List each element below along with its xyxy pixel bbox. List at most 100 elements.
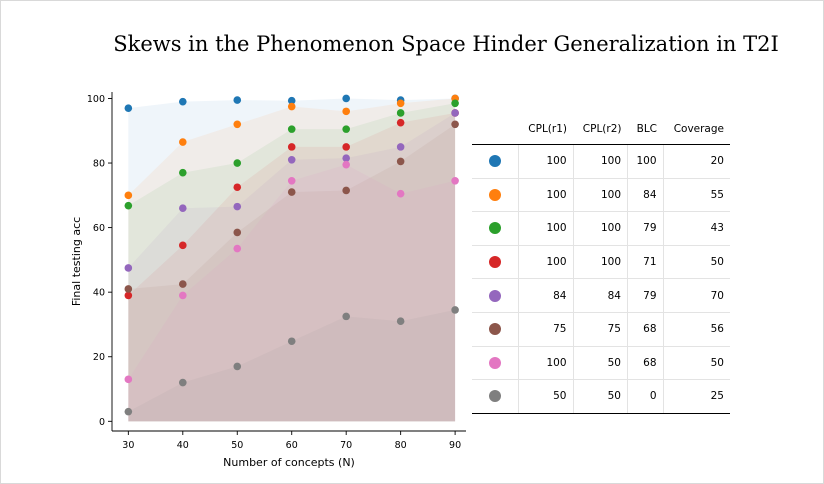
table-row: 75 75 68 56	[472, 312, 730, 347]
x-tick-label: 60	[286, 440, 298, 451]
header-empty	[472, 114, 519, 145]
data-point	[179, 280, 187, 288]
table-cell: 100	[518, 211, 573, 246]
data-point	[287, 176, 296, 185]
table-cell: 50	[572, 346, 628, 381]
band-7	[128, 309, 456, 422]
band-2	[128, 103, 456, 422]
table-cell: 100	[572, 211, 628, 246]
table-cell: 79	[627, 211, 664, 246]
legend-marker-dot	[489, 356, 501, 369]
table-cell: 75	[518, 312, 573, 347]
legend-marker-cell	[472, 211, 519, 246]
data-point	[124, 264, 133, 272]
band-3	[128, 112, 456, 422]
data-point	[451, 306, 459, 314]
table-row: 100 50 68 50	[472, 346, 730, 381]
data-point	[179, 241, 187, 250]
header-cpl-r1: CPL(r1)	[518, 114, 573, 145]
data-point	[342, 160, 350, 169]
band-0	[128, 98, 456, 422]
table-cell: 79	[627, 278, 664, 313]
legend-marker-cell	[472, 178, 519, 213]
table-cell: 84	[518, 278, 573, 313]
table-cell: 68	[627, 312, 664, 347]
header-cpl-r2: CPL(r2)	[573, 114, 628, 145]
legend-marker-cell	[472, 144, 519, 179]
data-point	[179, 378, 187, 387]
band-6	[128, 164, 456, 422]
table-row: 50 50 0 25	[472, 379, 730, 414]
data-point	[124, 407, 133, 416]
legend-marker-dot	[489, 188, 501, 201]
table-cell: 84	[627, 178, 664, 213]
data-point	[287, 96, 296, 105]
table-cell: 0	[627, 379, 664, 414]
data-point	[342, 94, 350, 103]
data-point	[396, 157, 405, 166]
data-point	[179, 291, 187, 300]
data-point	[179, 204, 187, 213]
data-point	[287, 102, 296, 111]
data-point	[233, 159, 242, 167]
x-tick-label: 80	[395, 440, 407, 451]
table-header-row: CPL(r1) CPL(r2) BLC Coverage	[472, 114, 730, 145]
x-tick-label: 90	[449, 440, 461, 451]
data-point	[179, 168, 187, 177]
data-point	[396, 99, 405, 108]
data-point	[124, 375, 133, 384]
table-cell: 100	[518, 178, 573, 213]
table-cell: 50	[518, 379, 573, 414]
table-cell: 68	[627, 346, 664, 381]
y-tick-label: 20	[93, 352, 105, 363]
data-point	[233, 96, 242, 104]
x-tick-label: 50	[231, 440, 243, 451]
x-tick-label: 30	[122, 440, 134, 451]
data-point	[342, 186, 350, 195]
data-point	[342, 143, 350, 151]
data-point	[124, 291, 133, 300]
table-cell: 70	[662, 278, 730, 313]
data-point	[287, 337, 296, 346]
data-point	[124, 285, 133, 293]
data-point	[342, 154, 350, 162]
data-point	[342, 125, 350, 133]
table-cell: 71	[627, 245, 664, 280]
data-point	[396, 143, 405, 151]
data-point	[396, 109, 405, 117]
table-cell: 55	[662, 178, 730, 213]
legend-marker-dot	[489, 323, 501, 336]
data-point	[233, 202, 242, 211]
table-cell: 25	[662, 379, 730, 414]
legend-marker-dot	[489, 390, 501, 403]
data-point	[233, 120, 242, 129]
data-point	[124, 201, 133, 210]
data-point	[124, 191, 133, 200]
band-1	[128, 98, 456, 422]
data-point	[396, 317, 405, 326]
y-axis-label: Final testing acc	[70, 217, 83, 306]
table-row: 100 100 100 20	[472, 144, 730, 179]
legend-marker-cell	[472, 312, 519, 347]
table-cell: 20	[662, 144, 730, 179]
table-cell: 50	[662, 346, 730, 381]
data-point	[287, 156, 296, 164]
data-point	[396, 189, 405, 198]
table-row: 100 100 71 50	[472, 245, 730, 280]
data-point	[451, 109, 459, 117]
header-coverage: Coverage	[663, 114, 730, 145]
table-row: 100 100 79 43	[472, 211, 730, 246]
results-table: CPL(r1) CPL(r2) BLC Coverage 100 100 100 20…	[472, 114, 730, 414]
table-cell: 75	[572, 312, 628, 347]
table-row: 84 84 79 70	[472, 278, 730, 313]
x-tick-label: 40	[177, 440, 189, 451]
legend-marker-dot	[489, 222, 501, 235]
data-point	[342, 312, 350, 321]
data-point	[179, 97, 187, 106]
shaded-bands	[128, 98, 456, 422]
y-tick-label: 80	[93, 159, 105, 170]
legend-marker-dot	[489, 289, 501, 302]
table-cell: 84	[572, 278, 628, 313]
table-cell: 100	[627, 144, 664, 179]
